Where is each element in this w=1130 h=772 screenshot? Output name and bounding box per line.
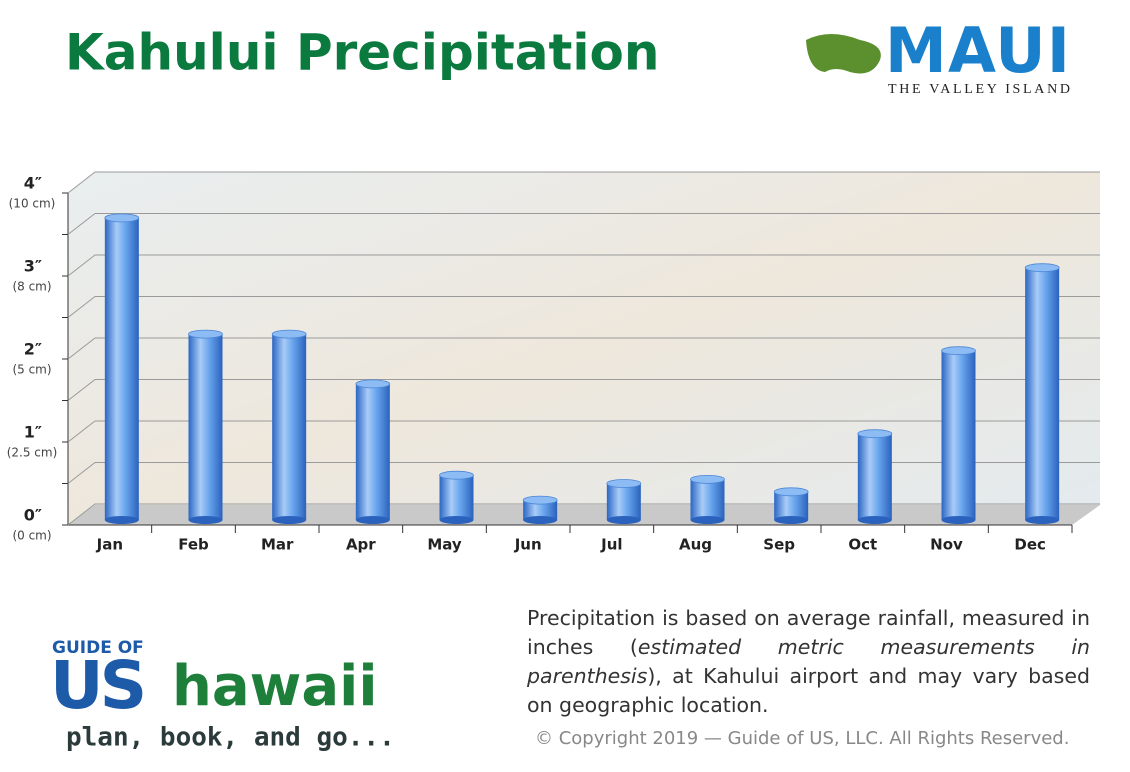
y-tick-metric-label: (5 cm) <box>12 363 51 377</box>
bar <box>941 350 976 520</box>
bar-top <box>941 346 976 356</box>
grid-line <box>67 337 1100 360</box>
bar-top <box>606 479 642 488</box>
bar-bottom <box>606 516 641 524</box>
grid-line <box>67 171 1100 194</box>
logo-hawaii: hawaii <box>172 654 378 719</box>
bar-top <box>271 329 307 339</box>
plot-background <box>68 172 1100 525</box>
bar-bottom <box>104 516 139 524</box>
bar <box>272 334 307 520</box>
bar-top <box>104 213 140 223</box>
bar <box>439 475 474 520</box>
grid-line <box>67 296 1100 318</box>
x-tick-label: Dec <box>1014 536 1046 554</box>
y-tick-metric-label: (8 cm) <box>12 280 51 294</box>
grid-line <box>67 379 1100 401</box>
bar-top <box>355 379 391 389</box>
bar-bottom <box>523 516 558 524</box>
bar <box>188 334 223 520</box>
bar-bottom <box>272 516 307 524</box>
bar <box>690 479 725 520</box>
grid-line <box>67 213 1100 235</box>
note-text: ), at Kahului airport and may vary based… <box>527 664 1090 717</box>
x-tick-label: Mar <box>261 536 294 554</box>
bar <box>523 500 558 520</box>
chart-title: Kahului Precipitation <box>65 24 660 82</box>
bar-bottom <box>857 516 892 524</box>
logo-subtitle: THE VALLEY ISLAND <box>888 82 1070 97</box>
logo-top: GUIDE OF <box>52 638 144 658</box>
bar <box>606 483 641 520</box>
note-text: Precipitation is based on average rainfa… <box>527 606 1090 659</box>
x-tick-label: Nov <box>930 536 963 554</box>
grid-line <box>67 503 1100 526</box>
bar-top <box>857 429 893 439</box>
x-tick-label: Jun <box>514 536 542 554</box>
x-tick-label: Oct <box>848 536 877 554</box>
bar-top <box>188 329 223 339</box>
bar-bottom <box>1025 516 1060 524</box>
bar-bottom <box>941 516 976 524</box>
y-tick-label: 4″ <box>24 174 42 193</box>
bar <box>857 433 892 520</box>
bar-bottom <box>439 516 474 524</box>
y-tick-metric-label: (10 cm) <box>9 197 56 211</box>
bar-bottom <box>774 516 809 524</box>
x-tick-label: Apr <box>346 536 376 554</box>
bar <box>774 491 809 520</box>
bar-top <box>1024 263 1060 273</box>
y-tick-label: 3″ <box>24 257 42 276</box>
x-tick-label: May <box>427 536 462 554</box>
footnote: Precipitation is based on average rainfa… <box>527 604 1090 720</box>
bar-top <box>522 495 558 505</box>
note-italic: estimated metric measurements in parenth… <box>527 635 1091 688</box>
bar-top <box>773 487 809 497</box>
grid-line <box>67 462 1100 484</box>
copyright: © Copyright 2019 — Guide of US, LLC. All… <box>535 728 1070 749</box>
bar <box>104 217 139 520</box>
bar <box>1025 267 1060 520</box>
logo-tagline: plan, book, and go... <box>66 723 395 753</box>
bar-bottom <box>188 516 223 524</box>
x-tick-label: Sep <box>763 536 795 554</box>
maui-island-icon <box>806 34 881 74</box>
logo-us: US <box>50 647 143 724</box>
bar-bottom <box>355 516 390 524</box>
bar-top <box>439 470 474 480</box>
floor <box>68 505 1100 525</box>
y-tick-metric-label: (0 cm) <box>12 529 51 543</box>
y-tick-label: 2″ <box>24 340 42 359</box>
bar-bottom <box>690 516 725 524</box>
grid-line <box>67 254 1100 277</box>
logo-title: MAUI <box>885 14 1070 87</box>
grid-line <box>67 420 1100 443</box>
bar <box>355 383 390 520</box>
y-tick-metric-label: (2.5 cm) <box>7 446 58 460</box>
x-tick-label: Feb <box>178 536 209 554</box>
x-tick-label: Jul <box>600 536 622 554</box>
x-tick-label: Aug <box>679 536 712 554</box>
y-tick-label: 0″ <box>24 506 42 525</box>
x-tick-label: Jan <box>96 536 123 554</box>
bar-top <box>690 474 725 484</box>
y-tick-label: 1″ <box>24 423 42 442</box>
